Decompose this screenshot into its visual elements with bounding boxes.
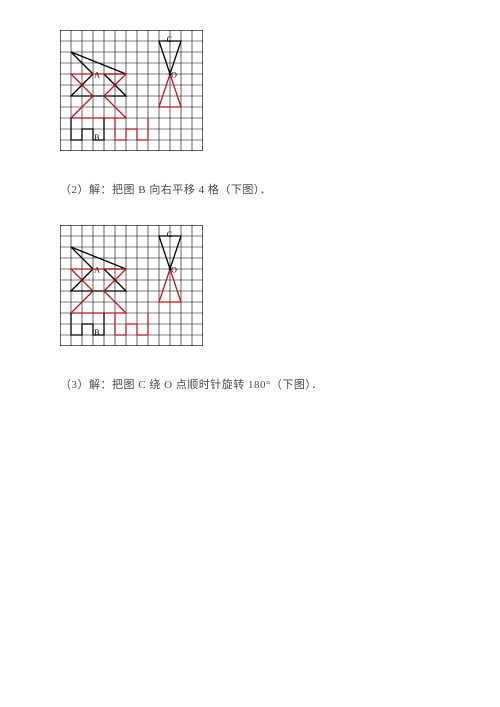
grid-figure-2: A B C O [60, 225, 203, 346]
svg-text:B: B [94, 133, 99, 142]
svg-text:C: C [167, 230, 172, 239]
svg-text:A: A [94, 70, 100, 79]
svg-text:B: B [94, 328, 99, 337]
svg-text:O: O [171, 265, 177, 274]
svg-text:A: A [94, 265, 100, 274]
figure-2: A B C O [60, 225, 450, 346]
svg-text:C: C [167, 35, 172, 44]
grid-figure-1: A B C O [60, 30, 203, 151]
figure-1: A B C O [60, 30, 450, 151]
caption-3: （3）解：把图 C 绕 O 点顺时针旋转 180°（下图）． [60, 376, 450, 392]
svg-text:O: O [171, 70, 177, 79]
caption-2: （2）解：把图 B 向右平移 4 格（下图）． [60, 181, 450, 197]
